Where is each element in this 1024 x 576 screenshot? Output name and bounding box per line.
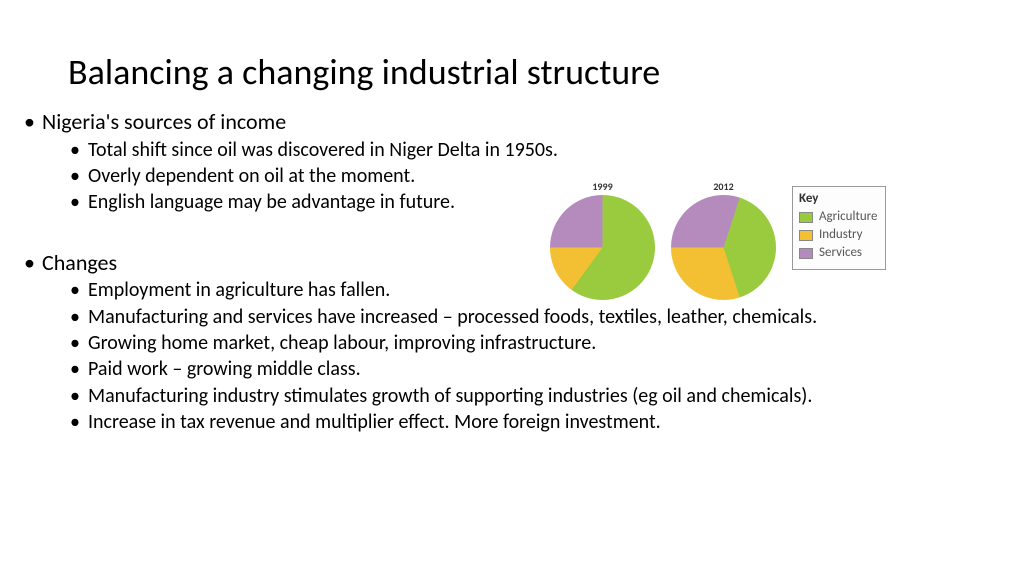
legend-row: Industry bbox=[799, 226, 877, 244]
legend-label: Agriculture bbox=[819, 208, 877, 226]
pie-chart-icon bbox=[671, 195, 776, 300]
pie-chart-icon bbox=[550, 195, 655, 300]
section2-heading-text: Changes bbox=[42, 249, 117, 276]
legend-title: Key bbox=[799, 191, 877, 206]
list-item: Manufacturing and services have increase… bbox=[42, 305, 1000, 329]
slide-title: Balancing a changing industrial structur… bbox=[68, 50, 660, 94]
list-item: Paid work – growing middle class. bbox=[42, 357, 1000, 381]
legend-swatch bbox=[799, 212, 813, 223]
section1-heading-text: Nigeria's sources of income bbox=[42, 108, 286, 135]
pie-2012: 2012 bbox=[671, 180, 776, 300]
list-item: Increase in tax revenue and multiplier e… bbox=[42, 410, 1000, 434]
legend-row: Services bbox=[799, 244, 877, 262]
legend-row: Agriculture bbox=[799, 208, 877, 226]
list-item: Manufacturing industry stimulates growth… bbox=[42, 384, 1000, 408]
chart-legend: Key Agriculture Industry Services bbox=[792, 186, 886, 270]
legend-label: Services bbox=[819, 244, 862, 262]
list-item: Growing home market, cheap labour, impro… bbox=[42, 331, 1000, 355]
pie-label: 2012 bbox=[713, 180, 733, 193]
pie-label: 1999 bbox=[592, 180, 612, 193]
pie-1999: 1999 bbox=[550, 180, 655, 300]
legend-swatch bbox=[799, 230, 813, 241]
legend-label: Industry bbox=[819, 226, 863, 244]
list-item: Total shift since oil was discovered in … bbox=[42, 138, 1000, 162]
legend-swatch bbox=[799, 248, 813, 259]
pie-charts-group: 1999 2012 Key Agriculture Industry Servi… bbox=[550, 180, 886, 300]
